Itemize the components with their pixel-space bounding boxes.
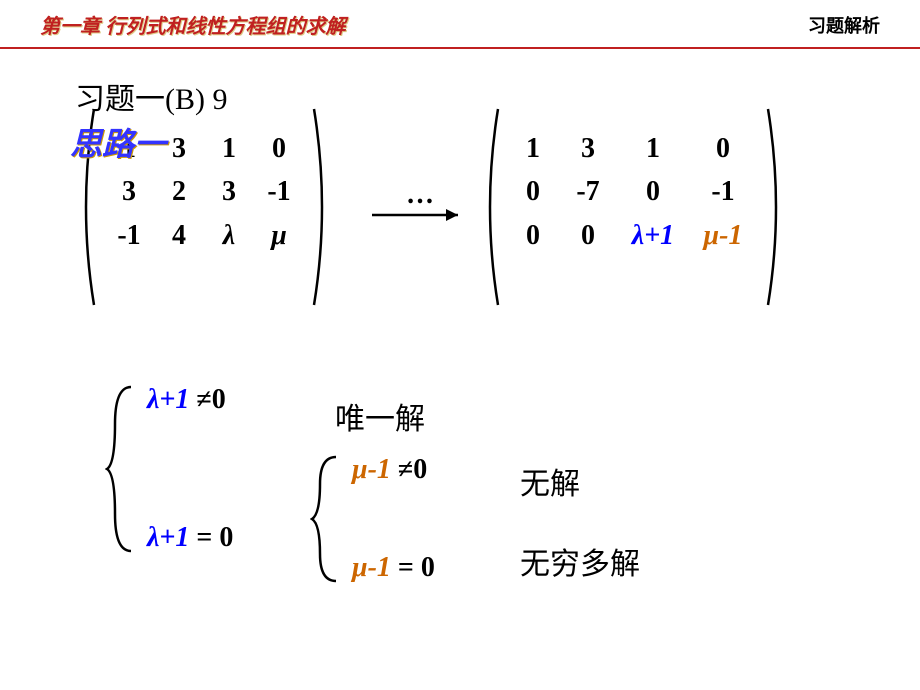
matrix-row: 323-1 [104, 170, 304, 213]
matrix-cell: μ [254, 214, 304, 257]
left-paren-icon [480, 107, 500, 302]
result-unique: 唯一解 [335, 394, 425, 438]
matrix-row: 00λ+1μ-1 [508, 214, 758, 257]
approach-label: 思路一 [70, 119, 166, 165]
matrix-cell: 1 [618, 127, 688, 170]
matrix-cell: 4 [154, 214, 204, 257]
chapter-title: 第一章 行列式和线性方程组的求解 [40, 10, 346, 39]
case-lambda-zero: λ+1 = 0 [147, 522, 263, 554]
cases-body: λ+1 ≠0 λ+1 = 0 [135, 384, 263, 554]
brace-icon [310, 454, 340, 584]
matrix-cell: 3 [104, 170, 154, 213]
lambda-expr: λ+1 [147, 522, 189, 553]
cases-outer: λ+1 ≠0 λ+1 = 0 [105, 384, 263, 554]
matrix-cell: -1 [104, 214, 154, 257]
brace-icon [105, 384, 135, 554]
matrix-row: -14λμ [104, 214, 304, 257]
right-paren-icon [766, 107, 786, 302]
matrix-cell: 0 [558, 214, 618, 257]
matrix-row: 0-70-1 [508, 170, 758, 213]
op-neq: ≠0 [391, 454, 427, 485]
cases-body: μ-1 ≠0 μ-1 = 0 [340, 454, 465, 584]
matrix-cell: 1 [204, 127, 254, 170]
matrix-cell: -1 [254, 170, 304, 213]
right-paren-icon [312, 107, 332, 302]
matrix-cell: 3 [558, 127, 618, 170]
matrix-reduced: 13100-70-100λ+1μ-1 [480, 107, 786, 302]
mu-expr: μ-1 [352, 454, 391, 485]
matrix-cell: 0 [254, 127, 304, 170]
slide-content: 习题一(B) 9 思路一 1310323-1-14λμ … 13100-70-1… [0, 49, 920, 689]
arrow-icon [370, 205, 470, 225]
result-none: 无解 [520, 459, 580, 503]
matrix-cell: 0 [688, 127, 758, 170]
lambda-expr: λ+1 [147, 384, 189, 415]
matrix-cell: 1 [508, 127, 558, 170]
transform-arrow: … [370, 179, 470, 225]
matrix-cell: 0 [508, 214, 558, 257]
matrix-cell: 2 [154, 170, 204, 213]
matrix-cell: -1 [688, 170, 758, 213]
matrix-rows: 13100-70-100λ+1μ-1 [500, 107, 766, 302]
case-no-solution: μ-1 ≠0 [352, 454, 465, 486]
slide-header: 第一章 行列式和线性方程组的求解 习题解析 [0, 0, 920, 49]
case-infinite: μ-1 = 0 [352, 552, 465, 584]
op-eq: = 0 [391, 552, 435, 583]
section-label: 习题解析 [808, 12, 880, 38]
matrix-cell: 0 [508, 170, 558, 213]
result-infinite: 无穷多解 [520, 539, 640, 583]
matrix-cell: λ+1 [618, 214, 688, 257]
mu-expr: μ-1 [352, 552, 391, 583]
matrix-cell: 3 [204, 170, 254, 213]
matrix-cell: λ [204, 214, 254, 257]
case-unique: λ+1 ≠0 [147, 384, 263, 416]
cases-inner: μ-1 ≠0 μ-1 = 0 [310, 454, 465, 584]
matrix-cell: -7 [558, 170, 618, 213]
matrix-cell: μ-1 [688, 214, 758, 257]
op-neq: ≠0 [189, 384, 225, 415]
matrix-cell: 0 [618, 170, 688, 213]
op-eq: = 0 [189, 522, 233, 553]
matrix-row: 1310 [508, 127, 758, 170]
